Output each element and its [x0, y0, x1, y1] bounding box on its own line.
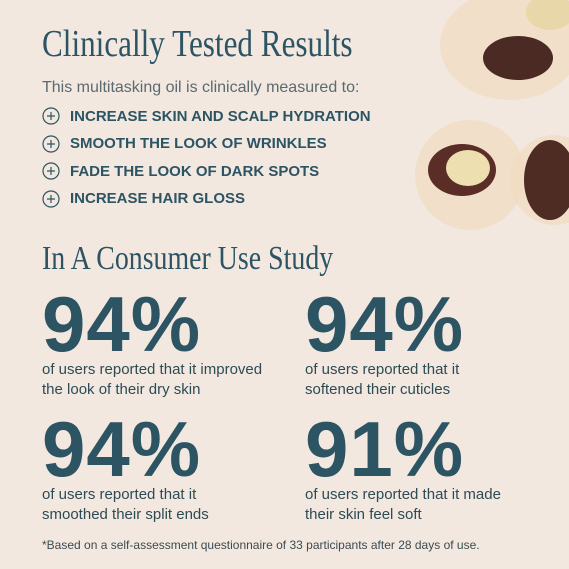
plus-icon — [42, 107, 60, 125]
stat-description: of users reported that it improved — [42, 361, 263, 378]
footnote: *Based on a self-assessment questionnair… — [42, 538, 480, 552]
subtitle: This multitasking oil is clinically meas… — [42, 79, 360, 96]
stat-description: smoothed their split ends — [42, 506, 209, 523]
benefit: INCREASE SKIN AND SCALP HYDRATION — [42, 107, 371, 125]
benefit: INCREASE HAIR GLOSS — [42, 189, 246, 208]
plus-icon — [42, 134, 60, 153]
oil-decoration — [415, 0, 569, 230]
benefit: FADE THE LOOK OF DARK SPOTS — [42, 162, 319, 180]
benefit-text: FADE THE LOOK OF DARK SPOTS — [70, 162, 320, 180]
stat-description: their skin feel soft — [305, 506, 422, 523]
stat-description: of users reported that it — [305, 361, 460, 378]
benefit-text: INCREASE SKIN AND SCALP HYDRATION — [70, 107, 371, 125]
plus-icon — [42, 189, 60, 208]
stat-figure: 94% — [42, 280, 202, 368]
stat-figure: 91% — [305, 405, 465, 493]
benefit: SMOOTH THE LOOK OF WRINKLES — [42, 134, 327, 153]
stat-description: of users reported that it — [42, 486, 197, 503]
stat-figure: 94% — [305, 280, 465, 368]
stat-description: of users reported that it made — [305, 486, 501, 503]
stat-figure: 94% — [42, 405, 202, 493]
title: Clinically Tested Results — [42, 23, 353, 65]
benefit-text: SMOOTH THE LOOK OF WRINKLES — [70, 135, 327, 152]
study-title: In A Consumer Use Study — [42, 240, 334, 277]
benefit-text: INCREASE HAIR GLOSS — [70, 190, 246, 207]
stat-description: the look of their dry skin — [42, 381, 201, 398]
stat-description: softened their cuticles — [305, 381, 451, 398]
plus-icon — [42, 162, 60, 180]
